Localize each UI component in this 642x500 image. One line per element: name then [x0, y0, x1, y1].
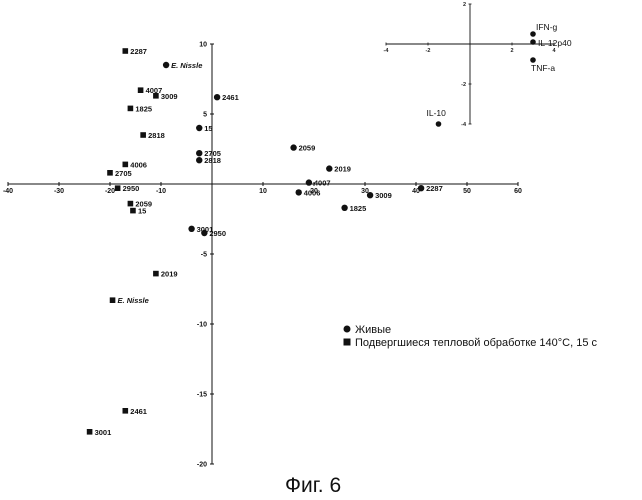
live-point-marker	[290, 144, 296, 150]
loadings-inset: -4 -2 2 4 2 -2 -4 IFN-g IL-12p40 TNF-a IL-10	[384, 2, 572, 128]
main-axes	[8, 44, 518, 464]
heat-treated-point-label: 15	[138, 207, 146, 216]
x-tick-label: 10	[259, 188, 267, 195]
heat-treated-point-marker	[107, 170, 113, 176]
inset-loading-label: IL-12p40	[538, 38, 572, 48]
y-tick-label: 5	[203, 112, 207, 119]
heat-treated-point-marker	[110, 297, 116, 303]
inset-y-tick-label: -4	[461, 122, 467, 128]
live-point-label: 4007	[314, 179, 331, 188]
heat-treated-point-marker	[123, 162, 129, 168]
heat-treated-point-marker	[87, 429, 93, 435]
live-point-label: E. Nissle	[171, 61, 202, 70]
live-point-label: 2287	[426, 184, 443, 193]
heat-treated-point-marker	[140, 132, 146, 138]
live-point-label: 2950	[209, 229, 226, 238]
live-point-marker	[188, 226, 194, 232]
live-point-marker	[163, 62, 169, 68]
live-point-marker	[418, 185, 424, 191]
heat-treated-point-marker	[153, 93, 159, 99]
live-point-marker	[296, 189, 302, 195]
heat-treated-point-label: E. Nissle	[118, 296, 149, 305]
x-tick-label: 60	[514, 188, 522, 195]
x-tick-label: -20	[105, 188, 115, 195]
inset-x-tick-label: -4	[384, 48, 390, 54]
inset-x-tick-label: 2	[510, 48, 513, 54]
live-point-label: 2818	[204, 156, 221, 165]
inset-y-tick-label: -2	[461, 82, 466, 88]
inset-loading-label: IL-10	[427, 108, 447, 118]
y-tick-label: -10	[197, 322, 207, 329]
x-tick-label: -30	[54, 188, 64, 195]
heat-treated-point-label: 2019	[161, 270, 178, 279]
heat-treated-point-marker	[123, 48, 129, 54]
y-tick-label: -20	[197, 462, 207, 469]
heat-treated-point-label: 2287	[130, 47, 147, 56]
live-point-marker	[326, 165, 332, 171]
live-point-marker	[341, 205, 347, 211]
live-point-marker	[196, 157, 202, 163]
live-point-marker	[196, 150, 202, 156]
live-point-marker	[306, 179, 312, 185]
heat-treated-point-marker	[138, 87, 144, 93]
heat-treated-point-label: 2818	[148, 131, 165, 140]
heat-treated-point-marker	[153, 271, 159, 277]
heat-treated-point-label: 2461	[130, 407, 147, 416]
live-point-label: 2019	[334, 165, 351, 174]
inset-loading-label: IFN-g	[536, 22, 558, 32]
x-tick-label: -40	[3, 188, 13, 195]
legend-label-live: Живые	[355, 324, 391, 336]
legend-label-heat-treated: Подвергшиеся тепловой обработке 140°C, 1…	[355, 337, 598, 349]
legend-square-marker	[344, 339, 351, 346]
heat-treated-point-marker	[128, 106, 134, 112]
inset-x-tick-label: 4	[552, 48, 556, 54]
legend-circle-marker	[344, 326, 351, 333]
x-tick-label: -10	[156, 188, 166, 195]
heat-treated-point-label: 3001	[95, 428, 112, 437]
inset-loading-marker	[530, 39, 536, 45]
heat-treated-point-marker	[115, 185, 121, 191]
live-point-marker	[214, 94, 220, 100]
live-point-label: 2461	[222, 93, 239, 102]
live-point-label: 3009	[375, 191, 392, 200]
heat-treated-point-label: 2950	[123, 184, 140, 193]
y-tick-label: -5	[201, 252, 207, 259]
inset-y-tick-label: 2	[463, 2, 466, 8]
inset-loading-marker	[530, 31, 536, 37]
series-heat-treated-points: 2287400730091825281840062705295020591520…	[87, 47, 178, 437]
live-point-marker	[201, 230, 207, 236]
y-tick-label: 10	[199, 42, 207, 49]
live-point-label: 1825	[350, 204, 367, 213]
heat-treated-point-label: 1825	[135, 104, 152, 113]
heat-treated-point-marker	[128, 201, 134, 207]
series-live-points: E. Nissle2461152705281820592019400740063…	[163, 61, 443, 238]
live-point-label: 4006	[304, 188, 321, 197]
legend: Живые Подвергшиеся тепловой обработке 14…	[344, 324, 598, 349]
live-point-marker	[196, 125, 202, 131]
inset-loading-label: TNF-a	[531, 63, 555, 73]
x-tick-label: 50	[463, 188, 471, 195]
inset-loading-marker	[436, 121, 442, 127]
heat-treated-point-label: 3009	[161, 92, 178, 101]
figure-caption: Фиг. 6	[285, 474, 341, 497]
heat-treated-point-label: 2705	[115, 169, 132, 178]
heat-treated-point-marker	[123, 408, 129, 414]
y-tick-label: -15	[197, 392, 207, 399]
inset-loading-marker	[530, 57, 536, 63]
main-y-tick-labels: 10 5 -5 -10 -15 -20	[197, 42, 214, 469]
heat-treated-point-label: 4006	[130, 160, 147, 169]
heat-treated-point-marker	[130, 208, 136, 214]
live-point-label: 2059	[299, 144, 316, 153]
live-point-label: 15	[204, 124, 212, 133]
inset-x-tick-label: -2	[426, 48, 431, 54]
live-point-marker	[367, 192, 373, 198]
